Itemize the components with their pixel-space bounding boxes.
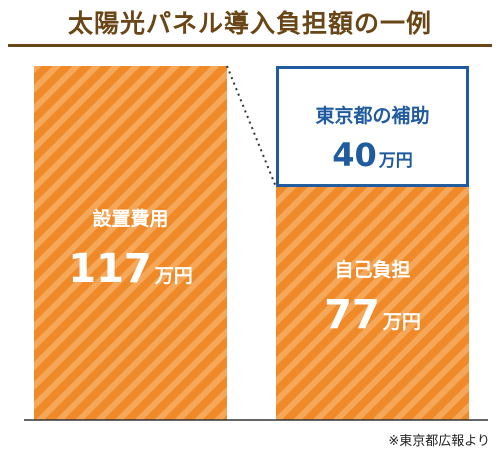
source-note: ※東京都広報より: [388, 434, 490, 449]
subsidy-value-number: 40: [332, 136, 377, 174]
bar-value-setup-cost: 117 万円: [68, 246, 193, 292]
subsidy-value: 40 万円: [332, 136, 413, 174]
bar-value-number: 117: [68, 246, 152, 292]
page-title: 太陽光パネル導入負担額の一例: [67, 9, 432, 38]
subsidy-label: 東京都の補助: [315, 104, 429, 127]
bar-label-setup-cost: 設置費用: [92, 207, 168, 230]
bar-label-self-pay: 自己負担: [334, 258, 410, 281]
bar-setup-cost: [34, 66, 227, 420]
title-underline: [8, 44, 492, 47]
bar-value-self-pay: 77 万円: [324, 292, 421, 338]
subsidy-box: [276, 66, 469, 188]
subsidy-value-unit: 万円: [378, 151, 413, 171]
bar-value-unit: 万円: [382, 311, 421, 333]
bar-value-unit: 万円: [154, 265, 193, 287]
bar-self-pay: [276, 187, 469, 420]
dotted-connector: [226, 65, 277, 188]
bar-value-number: 77: [324, 292, 380, 338]
